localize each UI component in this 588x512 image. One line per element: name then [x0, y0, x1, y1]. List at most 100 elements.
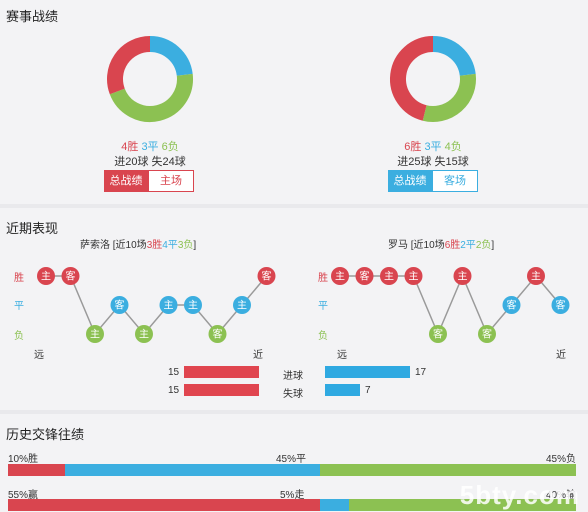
away-form-venue-label: 主 — [458, 271, 468, 283]
history-row1-mid: 45%平 — [276, 454, 307, 465]
away-form-chart: 主客主主客主客客主客 — [331, 267, 570, 343]
away-form-point — [355, 267, 374, 285]
away-record-donut — [390, 36, 476, 122]
away-form-point — [404, 267, 423, 285]
away-donut-slice-loss — [422, 73, 476, 122]
home-axis-win: 胜 — [14, 273, 24, 284]
home-axis-far: 远 — [34, 350, 44, 361]
home-scored-value: 15 — [168, 367, 180, 378]
away-axis-near: 近 — [556, 350, 566, 361]
history-row2-mid: 5%走 — [280, 490, 305, 501]
home-form-venue-label: 主 — [188, 300, 198, 312]
away-conceded-value: 7 — [365, 385, 371, 396]
away-goals-line: 进25球 失15球 — [397, 156, 469, 168]
home-form-venue-label: 客 — [262, 270, 272, 283]
tab-home-venue[interactable]: 主场 — [148, 170, 194, 192]
away-axis-draw: 平 — [318, 301, 328, 312]
home-axis-loss: 负 — [14, 331, 24, 342]
home-form-venue-label: 主 — [164, 300, 174, 312]
record-section: 赛事战绩 4胜 3平 6负 进20球 失24球 总战绩 主场 6胜 3平 4负 … — [0, 0, 588, 204]
away-scored-value: 17 — [415, 367, 427, 378]
home-donut-slice-win — [107, 36, 151, 95]
recent-title: 近期表现 — [6, 221, 59, 236]
away-axis-far: 远 — [337, 350, 347, 361]
home-form-point — [135, 325, 153, 343]
away-form-venue-label: 主 — [384, 271, 394, 283]
history-row1-segment-draw — [64, 464, 321, 476]
history-row1-segment-win — [8, 464, 65, 476]
history-section: 历史交锋往绩 10%胜 45%平 45%负 55%赢 5%走 40%输 5bty… — [0, 414, 588, 512]
away-form-venue-label: 客 — [482, 328, 492, 341]
record-title: 赛事战绩 — [6, 9, 59, 24]
home-scored-bar — [184, 366, 259, 378]
away-form-venue-label: 客 — [360, 270, 370, 283]
home-axis-draw: 平 — [14, 301, 24, 312]
home-form-venue-label: 客 — [66, 270, 76, 283]
history-row1-right: 45%负 — [545, 454, 576, 465]
home-conceded-value: 15 — [168, 385, 180, 396]
history-row2-right: 40%输 — [545, 490, 576, 501]
conceded-label: 失球 — [283, 389, 303, 400]
home-form-point — [233, 296, 251, 314]
home-form-venue-label: 主 — [139, 329, 149, 341]
home-form-line — [46, 275, 268, 336]
home-form-point — [257, 267, 276, 285]
home-form-point — [159, 296, 178, 314]
home-record-counts: 4胜 3平 6负 — [121, 141, 179, 153]
home-conceded-bar — [184, 384, 259, 396]
home-form-point — [61, 267, 80, 285]
tab-away-venue[interactable]: 客场 — [432, 170, 478, 192]
scored-label: 进球 — [283, 371, 303, 382]
away-form-point — [429, 325, 447, 343]
away-form-venue-label: 主 — [335, 271, 345, 283]
home-donut-slice-loss — [109, 73, 193, 122]
away-form-point — [453, 267, 472, 285]
history-row2-left: 55%赢 — [8, 490, 39, 501]
home-form-point — [184, 296, 202, 314]
away-scored-bar — [325, 366, 410, 378]
away-form-venue-label: 客 — [556, 299, 566, 312]
away-form-point — [502, 296, 521, 314]
watermark: 5bty.com — [459, 480, 580, 510]
away-form-venue-label: 客 — [507, 299, 517, 312]
recent-section: 近期表现 萨索洛 [近10场3胜4平3负] 罗马 [近10场6胜2平2负] 胜 … — [0, 208, 588, 410]
away-donut-slice-win — [390, 36, 434, 121]
home-form-point — [37, 267, 55, 285]
home-form-venue-label: 客 — [115, 299, 125, 312]
away-form-venue-label: 客 — [433, 328, 443, 341]
history-row1-left: 10%胜 — [8, 454, 39, 465]
away-form-venue-label: 主 — [531, 271, 541, 283]
away-record-counts: 6胜 3平 4负 — [404, 141, 462, 153]
home-form-venue-label: 主 — [41, 271, 51, 283]
home-goals-line: 进20球 失24球 — [114, 156, 186, 168]
home-form-venue-label: 客 — [213, 328, 223, 341]
history-row1-segment-loss — [320, 464, 576, 476]
history-row2-segment-draw — [320, 499, 349, 511]
history-row1-bar — [8, 464, 576, 476]
away-record-tabs: 总战绩 客场 — [388, 170, 478, 192]
home-record-donut — [107, 36, 193, 122]
away-form-point — [478, 325, 496, 343]
away-donut-slice-draw — [432, 36, 476, 77]
tab-away-total[interactable]: 总战绩 — [388, 170, 432, 192]
tab-home-total[interactable]: 总战绩 — [104, 170, 148, 192]
home-donut-slice-draw — [149, 36, 193, 77]
away-axis-win: 胜 — [318, 273, 328, 284]
away-form-point — [527, 267, 545, 285]
away-form-venue-label: 主 — [409, 271, 419, 283]
home-record-tabs: 总战绩 主场 — [104, 170, 194, 192]
home-axis-near: 近 — [253, 350, 263, 361]
away-axis-loss: 负 — [318, 331, 328, 342]
away-conceded-bar — [325, 384, 360, 396]
home-form-point — [110, 296, 129, 314]
home-form-point — [208, 325, 227, 343]
home-form-point — [86, 325, 104, 343]
home-form-chart: 主客主客主主 主客主客 — [37, 267, 276, 343]
home-form-venue-label: 主 — [90, 329, 100, 341]
away-recent-summary: 罗马 [近10场6胜2平2负] — [388, 240, 495, 251]
home-form-venue-label: 主 — [237, 300, 247, 312]
away-form-line — [340, 274, 562, 336]
history-row2-segment-win — [8, 499, 321, 511]
away-form-point — [331, 267, 349, 285]
home-recent-summary: 萨索洛 [近10场3胜4平3负] — [80, 240, 197, 251]
